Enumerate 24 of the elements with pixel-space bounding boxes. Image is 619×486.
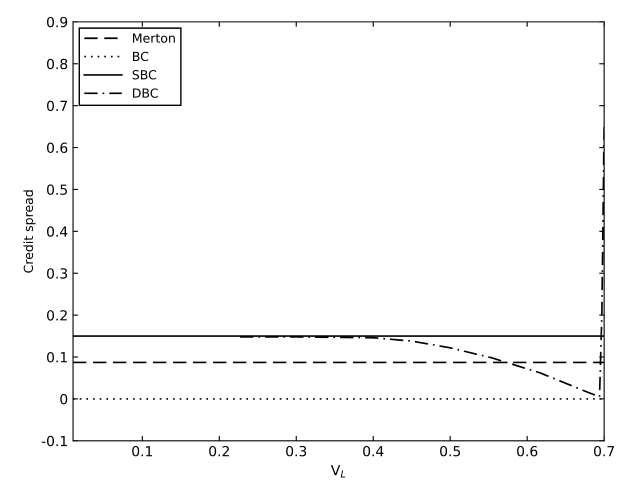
y-tick-label: 0.7 <box>47 100 67 112</box>
y-tick-label: 0.2 <box>47 310 67 321</box>
y-tick-label: 0.6 <box>47 142 68 154</box>
x-tick-label: 0.3 <box>286 446 306 456</box>
x-tick-label: 0.6 <box>517 446 538 456</box>
y-tick-label: 0.5 <box>47 184 67 195</box>
y-tick-label: 0.3 <box>47 268 68 279</box>
legend-label: BC <box>133 52 148 62</box>
y-axis-title: Credit spread <box>23 190 36 273</box>
x-tick-label: 0.4 <box>363 446 384 456</box>
y-tick-label: -0.1 <box>42 436 67 446</box>
legend-label: Merton <box>133 34 175 43</box>
x-tick-label: 0.7 <box>594 446 614 456</box>
y-tick-label: 0 <box>60 394 68 404</box>
legend-label: SBC <box>132 70 156 80</box>
y-tick-label: 0.8 <box>47 58 68 70</box>
x-axis-title: V$_{L}$ <box>330 465 346 478</box>
x-tick-label: 0.1 <box>132 446 152 456</box>
y-tick-label: 0.4 <box>47 226 68 237</box>
legend-label: DBC <box>133 88 158 98</box>
y-tick-label: 0.9 <box>47 16 68 28</box>
x-tick-label: 0.2 <box>209 446 229 456</box>
x-tick-label: 0.5 <box>440 446 460 456</box>
y-tick-label: 0.1 <box>47 352 67 362</box>
